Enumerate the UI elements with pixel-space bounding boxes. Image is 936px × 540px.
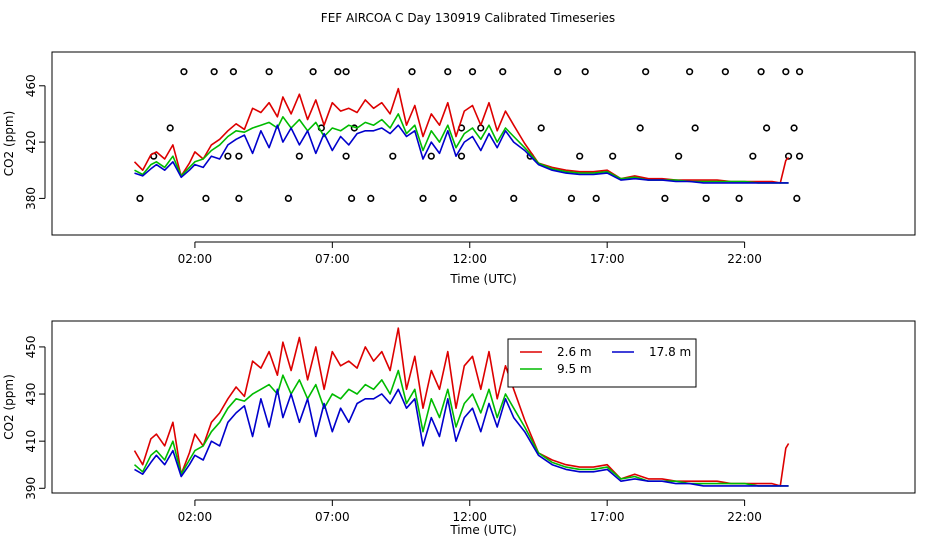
x-tick-label: 07:00 [315,252,350,266]
flag-point [367,194,375,202]
flag-point [735,194,743,202]
flag-point [347,194,356,202]
x-tick-label: 12:00 [452,252,487,266]
x-tick-label: 02:00 [178,510,213,524]
flag-point [210,68,218,76]
x-tick-label: 02:00 [178,252,213,266]
legend-label: 2.6 m [557,345,592,359]
flag-point [265,68,273,76]
flag-point [702,194,710,202]
flag-point [675,152,683,160]
flag-point [782,68,790,76]
flag-point [419,194,427,202]
y-axis-label: CO2 (ppm) [2,374,16,440]
flag-point [592,194,600,202]
top-panel: 02:00 07:00 12:00 17:00 22:00 Time (UTC) 380 42… [2,51,916,286]
flag-point [229,68,237,76]
flag-point [457,152,466,160]
y-tick-label: 430 [24,383,38,406]
series-line-95m [133,369,789,487]
x-axis-label: Time (UTC) [449,272,516,286]
series-line-95m [134,113,789,184]
flag-point [202,194,210,202]
legend-box [507,338,697,388]
legend-label: 9.5 m [557,362,592,376]
flag-point [793,194,801,202]
flag-point [691,124,699,132]
bottom-panel: 02:00 07:00 12:00 17:00 22:00 Time (UTC) 390 41… [2,320,916,537]
x-tick-label: 22:00 [727,510,762,524]
flag-point [609,152,617,160]
plot-frame [51,320,916,494]
flag-point [636,124,644,132]
y-tick-label: 420 [24,131,38,154]
flag-point [235,152,243,160]
flag-point [576,152,584,160]
chart-title: FEF AIRCOA C Day 130919 Calibrated Times… [321,11,615,25]
y-tick-label: 390 [24,477,38,500]
flag-point [661,194,669,202]
flag-point [795,152,804,160]
flag-point [342,152,350,160]
flag-point [444,68,452,76]
flag-point [309,68,317,76]
x-axis-label: Time (UTC) [449,523,516,537]
flag-point [235,194,243,202]
y-tick-label: 450 [24,335,38,358]
flag-point [389,152,397,160]
flag-point [166,124,174,132]
flag-point [342,68,350,76]
flag-point [224,152,232,160]
y-tick-label: 410 [24,430,38,453]
y-axis-label: CO2 (ppm) [2,111,16,177]
x-tick-label: 12:00 [452,510,487,524]
plot-frame [51,51,916,236]
y-tick-label: 380 [24,187,38,210]
flag-point [642,68,650,76]
legend-label: 17.8 m [649,345,691,359]
x-tick-label: 17:00 [590,252,625,266]
flag-point [408,68,416,76]
x-tick-label: 22:00 [727,252,762,266]
series-line-26m [133,87,790,184]
flag-point [468,68,477,76]
flag-point [427,152,435,160]
flag-point [449,194,457,202]
x-tick-label: 17:00 [590,510,625,524]
flag-point [686,68,694,76]
legend: 2.6 m 17.8 m 9.5 m [507,338,697,388]
flag-point [295,152,303,160]
flag-point [762,124,771,132]
flag-point [537,124,545,132]
flag-point [477,124,485,132]
flag-point [136,194,144,202]
flag-point [795,68,804,76]
series-line-26m [133,327,790,487]
flag-point [510,194,518,202]
flag-point [554,68,562,76]
flag-point [721,68,729,76]
flag-point [784,152,793,160]
series-line-178m [134,388,789,487]
flag-point [749,152,757,160]
series-line-178m [134,124,789,184]
flag-point [757,68,765,76]
flag-point [567,194,576,202]
flag-point [334,68,342,76]
flag-point [499,68,507,76]
y-tick-label: 460 [24,74,38,97]
flag-point [790,124,798,132]
flag-point [180,68,188,76]
x-tick-label: 07:00 [315,510,350,524]
flag-point [581,68,589,76]
flag-point [284,194,292,202]
